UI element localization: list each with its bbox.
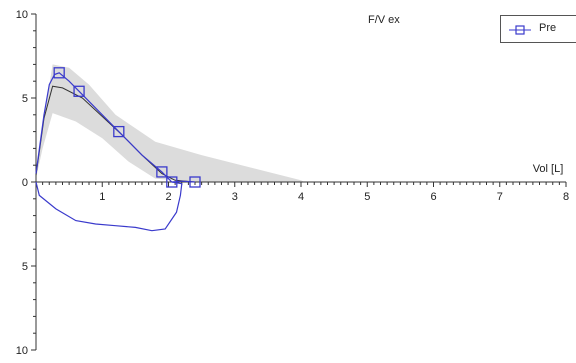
y-tick-label: 10 (16, 345, 28, 357)
x-tick-label: 7 (497, 191, 503, 203)
chart-title: F/V ex (368, 14, 400, 26)
normal-range-band (36, 64, 305, 182)
data-point-pre (166, 176, 178, 188)
normal-range-area (36, 64, 305, 182)
legend-swatch-icon (509, 25, 531, 35)
x-tick-label: 5 (364, 191, 370, 203)
x-tick-label: 6 (430, 191, 436, 203)
data-point-pre (53, 67, 65, 79)
x-tick-label: 1 (99, 191, 105, 203)
x-axis-label: Vol [L] (533, 163, 564, 175)
axes (31, 13, 567, 351)
data-point-pre (156, 166, 168, 178)
data-point-pre (189, 176, 201, 188)
legend: Pre (500, 15, 576, 43)
y-tick-label: 10 (16, 9, 28, 21)
x-tick-label: 3 (232, 191, 238, 203)
data-point-pre (73, 85, 85, 97)
series-line-pre-inspiratory (35, 181, 183, 232)
series-line-pre-expiratory (35, 72, 196, 183)
tick-labels: 1 2 3 4 5 6 7 8 10 5 0 5 10 (16, 9, 569, 357)
series-layer (35, 67, 201, 232)
legend-entry-pre: Pre (539, 22, 557, 34)
y-tick-label: 0 (22, 177, 28, 189)
x-tick-label: 4 (298, 191, 304, 203)
data-point-pre (113, 125, 125, 138)
y-tick-label: 5 (22, 261, 28, 273)
x-tick-label: 8 (563, 191, 569, 203)
x-tick-label: 2 (165, 191, 171, 203)
y-tick-label: 5 (22, 93, 28, 105)
